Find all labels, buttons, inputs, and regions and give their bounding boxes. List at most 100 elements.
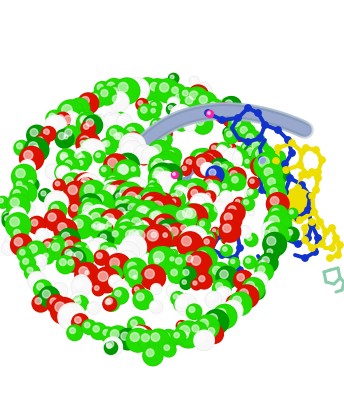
Circle shape bbox=[148, 179, 159, 190]
Circle shape bbox=[110, 330, 119, 338]
Circle shape bbox=[160, 224, 171, 234]
Circle shape bbox=[27, 125, 47, 145]
Circle shape bbox=[109, 85, 125, 101]
Circle shape bbox=[78, 138, 92, 152]
Circle shape bbox=[182, 280, 186, 284]
Circle shape bbox=[152, 303, 157, 308]
Circle shape bbox=[79, 216, 85, 222]
Circle shape bbox=[165, 261, 175, 271]
Circle shape bbox=[12, 210, 19, 216]
Circle shape bbox=[184, 157, 198, 171]
Circle shape bbox=[230, 171, 237, 178]
Circle shape bbox=[219, 290, 225, 296]
Circle shape bbox=[213, 204, 225, 216]
Circle shape bbox=[202, 237, 215, 250]
Circle shape bbox=[99, 139, 113, 153]
Circle shape bbox=[44, 209, 66, 231]
Circle shape bbox=[275, 145, 281, 151]
Circle shape bbox=[270, 164, 290, 182]
Circle shape bbox=[112, 197, 132, 217]
Circle shape bbox=[153, 152, 156, 154]
Circle shape bbox=[107, 126, 125, 144]
Circle shape bbox=[120, 140, 144, 164]
Circle shape bbox=[41, 251, 54, 264]
Circle shape bbox=[164, 228, 169, 232]
Circle shape bbox=[104, 154, 129, 179]
Circle shape bbox=[222, 96, 241, 116]
Circle shape bbox=[143, 267, 146, 269]
Circle shape bbox=[202, 167, 208, 173]
Circle shape bbox=[226, 304, 234, 312]
Circle shape bbox=[150, 118, 165, 133]
Circle shape bbox=[45, 164, 61, 179]
Circle shape bbox=[70, 112, 83, 126]
Circle shape bbox=[159, 127, 172, 140]
Circle shape bbox=[126, 192, 137, 203]
Circle shape bbox=[90, 209, 99, 218]
Circle shape bbox=[153, 286, 157, 290]
Circle shape bbox=[94, 151, 106, 163]
Circle shape bbox=[167, 266, 174, 273]
Circle shape bbox=[173, 254, 190, 272]
Circle shape bbox=[282, 189, 288, 195]
Circle shape bbox=[337, 242, 343, 248]
Circle shape bbox=[186, 263, 190, 267]
Circle shape bbox=[65, 160, 72, 167]
Circle shape bbox=[137, 148, 144, 155]
Circle shape bbox=[267, 184, 286, 204]
Circle shape bbox=[147, 329, 170, 352]
Circle shape bbox=[186, 304, 202, 320]
Circle shape bbox=[248, 210, 255, 216]
Circle shape bbox=[217, 162, 231, 176]
Circle shape bbox=[236, 129, 241, 135]
Circle shape bbox=[52, 205, 58, 212]
Circle shape bbox=[80, 140, 85, 146]
Circle shape bbox=[106, 340, 114, 348]
Circle shape bbox=[270, 196, 279, 205]
Circle shape bbox=[261, 222, 279, 239]
Circle shape bbox=[62, 246, 80, 265]
Circle shape bbox=[235, 199, 240, 204]
Circle shape bbox=[27, 267, 33, 273]
Circle shape bbox=[226, 269, 230, 273]
Circle shape bbox=[132, 330, 140, 338]
Circle shape bbox=[129, 134, 135, 140]
Circle shape bbox=[202, 176, 222, 196]
Circle shape bbox=[11, 226, 28, 244]
Circle shape bbox=[80, 181, 87, 188]
Circle shape bbox=[65, 240, 73, 248]
Circle shape bbox=[15, 182, 37, 204]
Circle shape bbox=[208, 294, 214, 301]
Circle shape bbox=[153, 177, 165, 189]
Circle shape bbox=[72, 221, 77, 226]
Circle shape bbox=[213, 280, 231, 298]
Circle shape bbox=[243, 158, 254, 168]
Circle shape bbox=[121, 187, 150, 216]
Circle shape bbox=[10, 187, 29, 205]
Circle shape bbox=[329, 245, 335, 251]
Circle shape bbox=[237, 267, 243, 273]
Circle shape bbox=[103, 208, 110, 215]
Circle shape bbox=[64, 181, 88, 205]
Circle shape bbox=[297, 217, 303, 223]
Circle shape bbox=[135, 325, 145, 335]
Circle shape bbox=[179, 231, 196, 248]
Circle shape bbox=[138, 104, 154, 120]
Circle shape bbox=[200, 252, 211, 263]
Circle shape bbox=[137, 210, 151, 224]
Circle shape bbox=[69, 328, 75, 334]
Circle shape bbox=[117, 328, 139, 350]
Circle shape bbox=[104, 79, 125, 100]
Circle shape bbox=[147, 206, 175, 234]
Circle shape bbox=[54, 285, 61, 291]
Circle shape bbox=[31, 275, 38, 282]
Circle shape bbox=[204, 310, 229, 334]
Circle shape bbox=[127, 127, 135, 136]
Circle shape bbox=[89, 91, 106, 107]
Circle shape bbox=[168, 220, 178, 230]
Circle shape bbox=[62, 157, 79, 174]
Circle shape bbox=[120, 187, 131, 198]
Circle shape bbox=[170, 75, 174, 79]
Circle shape bbox=[202, 254, 206, 258]
Circle shape bbox=[180, 267, 196, 283]
